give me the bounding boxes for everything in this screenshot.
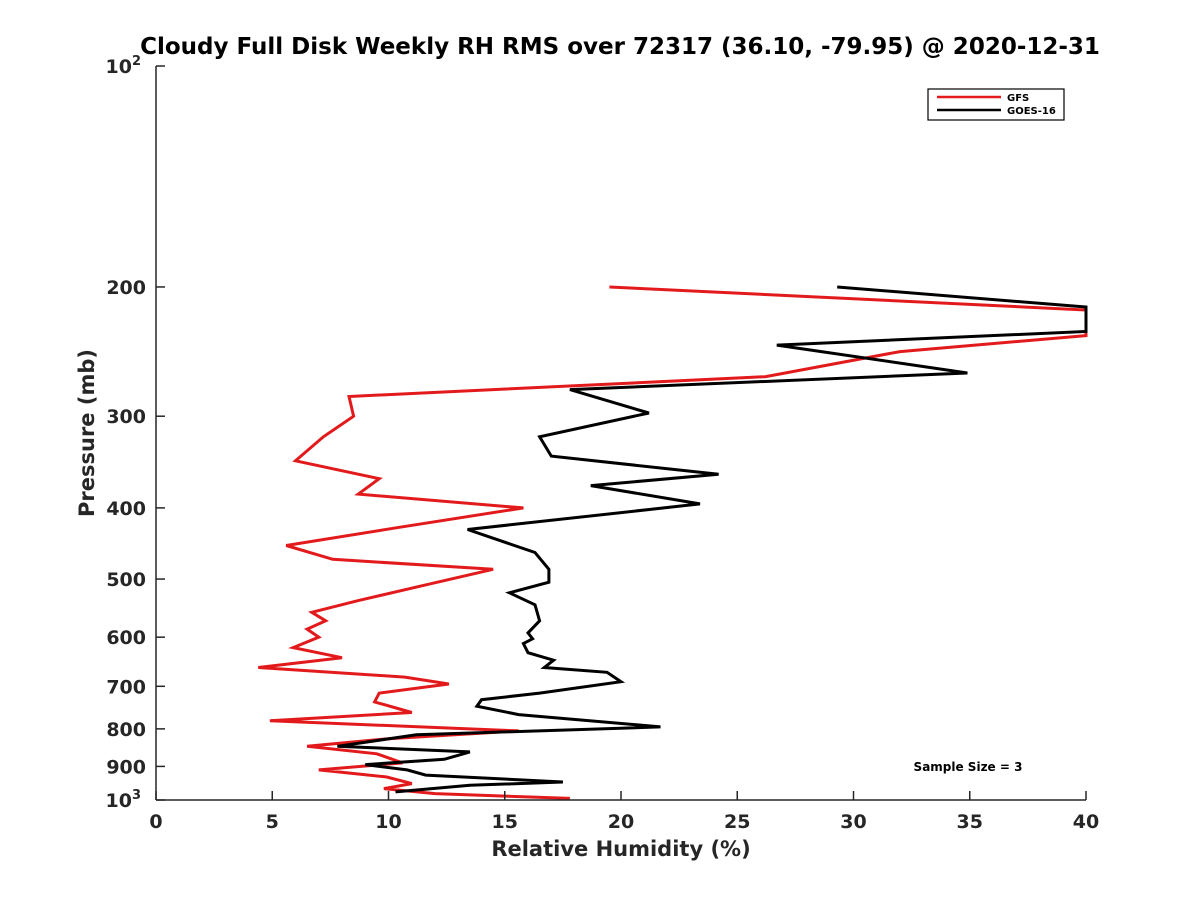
y-tick-label: 700 bbox=[106, 676, 146, 698]
legend-box bbox=[927, 88, 1065, 121]
x-tick-label: 40 bbox=[1073, 811, 1099, 833]
y-tick-label: 10 bbox=[106, 56, 132, 78]
plot-area bbox=[156, 66, 1086, 800]
y-tick-label: 300 bbox=[106, 406, 146, 428]
legend-items: GFS GOES-16 bbox=[937, 93, 1056, 117]
plot-background bbox=[156, 66, 1086, 800]
legend: GFS GOES-16 bbox=[927, 88, 1065, 121]
legend-label-goes-16: GOES-16 bbox=[1007, 106, 1056, 117]
y-tick-label: 800 bbox=[106, 719, 146, 741]
series-line-gfs bbox=[258, 285, 1088, 800]
sample-size-annotation: Sample Size = 3 bbox=[914, 760, 1023, 774]
legend-label-gfs: GFS bbox=[1007, 93, 1029, 104]
chart-title: Cloudy Full Disk Weekly RH RMS over 7231… bbox=[140, 34, 1100, 60]
x-tick-label: 15 bbox=[492, 811, 518, 833]
x-tick-label: 10 bbox=[375, 811, 401, 833]
x-tick-label: 20 bbox=[608, 811, 634, 833]
x-ticks: 0 5 10 15 20 25 30 35 40 bbox=[149, 791, 1099, 833]
x-tick-label: 25 bbox=[724, 811, 750, 833]
x-tick-label: 0 bbox=[149, 811, 162, 833]
series-line-goes-16 bbox=[337, 285, 1088, 794]
y-tick-label: 400 bbox=[106, 498, 146, 520]
y-tick-exponent: 3 bbox=[132, 788, 141, 803]
x-axis-label: Relative Humidity (%) bbox=[491, 837, 750, 861]
x-tick-label: 5 bbox=[266, 811, 279, 833]
y-tick-label: 500 bbox=[106, 569, 146, 591]
x-tick-label: 35 bbox=[957, 811, 983, 833]
y-tick-label: 10 bbox=[106, 790, 132, 812]
y-tick-label: 900 bbox=[106, 756, 146, 778]
series-layer bbox=[258, 285, 1088, 800]
y-tick-label: 600 bbox=[106, 627, 146, 649]
x-tick-label: 30 bbox=[840, 811, 866, 833]
y-axis-label: Pressure (mb) bbox=[75, 349, 99, 517]
y-tick-label: 200 bbox=[106, 277, 146, 299]
y-tick-exponent: 2 bbox=[132, 54, 141, 69]
